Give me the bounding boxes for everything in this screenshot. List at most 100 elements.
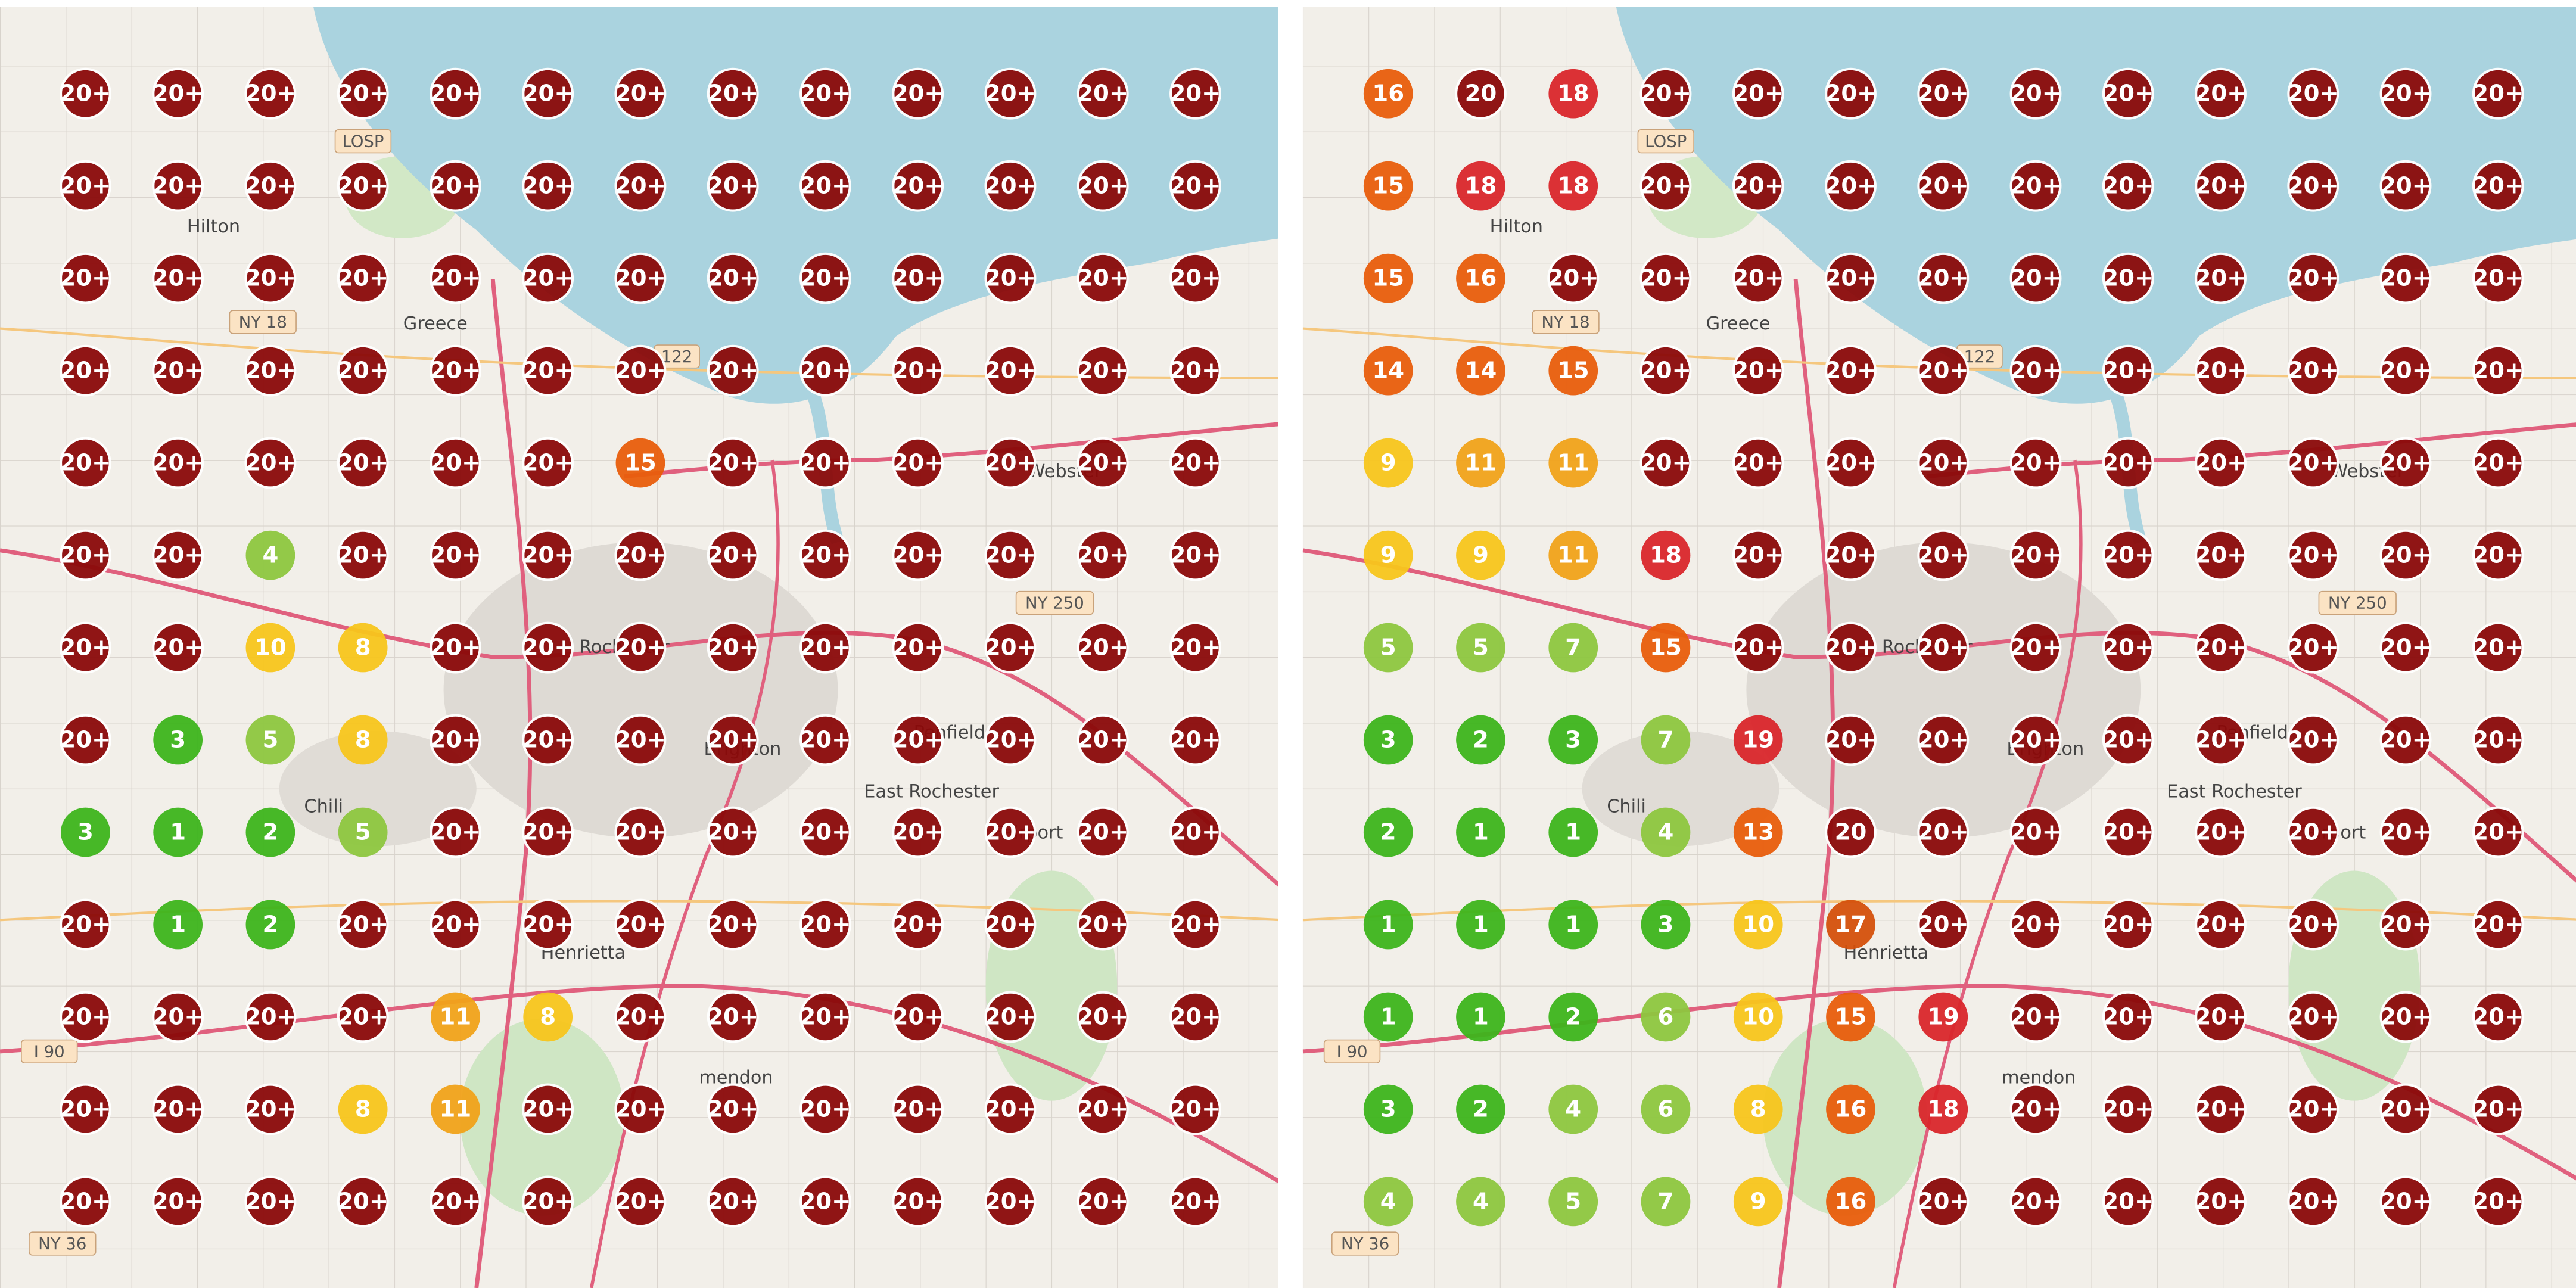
marker[interactable]: 20+ — [152, 529, 204, 581]
marker[interactable]: 20 — [1825, 806, 1877, 858]
marker[interactable]: 20+ — [244, 252, 297, 304]
marker[interactable]: 3 — [1363, 715, 1413, 765]
marker[interactable]: 3 — [1363, 1084, 1413, 1134]
marker[interactable]: 20+ — [2009, 621, 2062, 674]
marker[interactable]: 20+ — [1169, 529, 1221, 581]
marker[interactable]: 20+ — [2102, 1175, 2154, 1228]
marker[interactable]: 20+ — [2472, 529, 2524, 581]
marker[interactable]: 20+ — [984, 160, 1037, 212]
marker[interactable]: 16 — [1826, 1177, 1875, 1227]
marker[interactable]: 7 — [1641, 715, 1691, 765]
marker[interactable]: 20+ — [1169, 806, 1221, 858]
marker[interactable]: 20+ — [2472, 252, 2524, 304]
marker[interactable]: 5 — [245, 715, 295, 765]
marker[interactable]: 20+ — [2472, 806, 2524, 858]
marker[interactable]: 11 — [431, 992, 480, 1042]
marker[interactable]: 20+ — [2009, 344, 2062, 397]
marker[interactable]: 20+ — [2379, 344, 2432, 397]
marker[interactable]: 20+ — [2009, 1175, 2062, 1228]
marker[interactable]: 20+ — [2102, 344, 2154, 397]
marker[interactable]: 20+ — [1825, 437, 1877, 489]
marker[interactable]: 4 — [1548, 1084, 1598, 1134]
marker[interactable]: 20+ — [2009, 252, 2062, 304]
marker[interactable]: 20+ — [1917, 898, 1970, 951]
marker[interactable]: 20+ — [59, 252, 111, 304]
marker[interactable]: 20+ — [892, 991, 944, 1043]
marker[interactable]: 20+ — [337, 344, 389, 397]
marker[interactable]: 20+ — [707, 344, 759, 397]
marker[interactable]: 20+ — [522, 1175, 574, 1228]
marker[interactable]: 20+ — [2287, 437, 2339, 489]
marker[interactable]: 20+ — [152, 991, 204, 1043]
marker[interactable]: 5 — [338, 807, 388, 857]
marker[interactable]: 9 — [1363, 530, 1413, 580]
marker[interactable]: 20+ — [2379, 806, 2432, 858]
marker[interactable]: 20+ — [892, 621, 944, 674]
marker[interactable]: 3 — [61, 807, 110, 857]
marker[interactable]: 20+ — [1077, 714, 1129, 766]
marker[interactable]: 8 — [338, 1084, 388, 1134]
marker[interactable]: 20+ — [2472, 1083, 2524, 1135]
marker[interactable]: 20+ — [892, 344, 944, 397]
marker[interactable]: 3 — [1548, 715, 1598, 765]
marker[interactable]: 20+ — [1077, 1175, 1129, 1228]
marker[interactable]: 20+ — [799, 714, 851, 766]
marker[interactable]: 20+ — [1732, 67, 1784, 120]
marker[interactable]: 20+ — [2009, 67, 2062, 120]
marker[interactable]: 1 — [153, 900, 203, 950]
marker[interactable]: 20+ — [1732, 529, 1784, 581]
marker[interactable]: 1 — [153, 807, 203, 857]
marker[interactable]: 20+ — [1917, 437, 1970, 489]
marker[interactable]: 4 — [245, 530, 295, 580]
marker[interactable]: 20+ — [522, 898, 574, 951]
marker[interactable]: 20+ — [2195, 252, 2247, 304]
marker[interactable]: 20+ — [429, 67, 481, 120]
marker[interactable]: 20+ — [2379, 991, 2432, 1043]
marker[interactable]: 20+ — [1639, 252, 1692, 304]
marker[interactable]: 20+ — [799, 1083, 851, 1135]
marker[interactable]: 20+ — [2379, 252, 2432, 304]
marker[interactable]: 20+ — [2287, 252, 2339, 304]
marker[interactable]: 20+ — [2195, 714, 2247, 766]
marker[interactable]: 11 — [431, 1084, 480, 1134]
marker[interactable]: 20+ — [2102, 806, 2154, 858]
marker[interactable]: 20+ — [2379, 67, 2432, 120]
marker[interactable]: 20+ — [1169, 714, 1221, 766]
marker[interactable]: 13 — [1733, 807, 1783, 857]
marker[interactable]: 1 — [1548, 807, 1598, 857]
marker[interactable]: 20+ — [614, 529, 667, 581]
marker[interactable]: 20+ — [614, 1175, 667, 1228]
marker[interactable]: 20+ — [1169, 344, 1221, 397]
marker[interactable]: 20+ — [2287, 344, 2339, 397]
marker[interactable]: 20+ — [2009, 437, 2062, 489]
marker[interactable]: 20+ — [984, 806, 1037, 858]
marker[interactable]: 20+ — [522, 714, 574, 766]
marker[interactable]: 20+ — [799, 67, 851, 120]
marker[interactable]: 20+ — [59, 160, 111, 212]
marker[interactable]: 20+ — [59, 898, 111, 951]
marker[interactable]: 20+ — [2195, 806, 2247, 858]
marker[interactable]: 20+ — [2379, 1083, 2432, 1135]
marker[interactable]: 9 — [1363, 438, 1413, 488]
marker[interactable]: 20+ — [2287, 1083, 2339, 1135]
marker[interactable]: 20+ — [984, 344, 1037, 397]
marker[interactable]: 20+ — [614, 806, 667, 858]
marker[interactable]: 20+ — [614, 344, 667, 397]
marker[interactable]: 10 — [245, 623, 295, 673]
marker[interactable]: 20+ — [1077, 621, 1129, 674]
marker[interactable]: 20+ — [2009, 160, 2062, 212]
marker[interactable]: 10 — [1733, 900, 1783, 950]
marker[interactable]: 20+ — [892, 1083, 944, 1135]
marker[interactable]: 20+ — [614, 160, 667, 212]
marker[interactable]: 20+ — [59, 529, 111, 581]
marker[interactable]: 20+ — [799, 898, 851, 951]
marker[interactable]: 20+ — [2102, 160, 2154, 212]
marker[interactable]: 8 — [338, 623, 388, 673]
marker[interactable]: 20+ — [1732, 437, 1784, 489]
marker[interactable]: 20+ — [984, 529, 1037, 581]
marker[interactable]: 16 — [1456, 253, 1505, 303]
marker[interactable]: 2 — [245, 900, 295, 950]
marker[interactable]: 20+ — [2472, 1175, 2524, 1228]
marker[interactable]: 10 — [1733, 992, 1783, 1042]
marker[interactable]: 20+ — [2009, 806, 2062, 858]
